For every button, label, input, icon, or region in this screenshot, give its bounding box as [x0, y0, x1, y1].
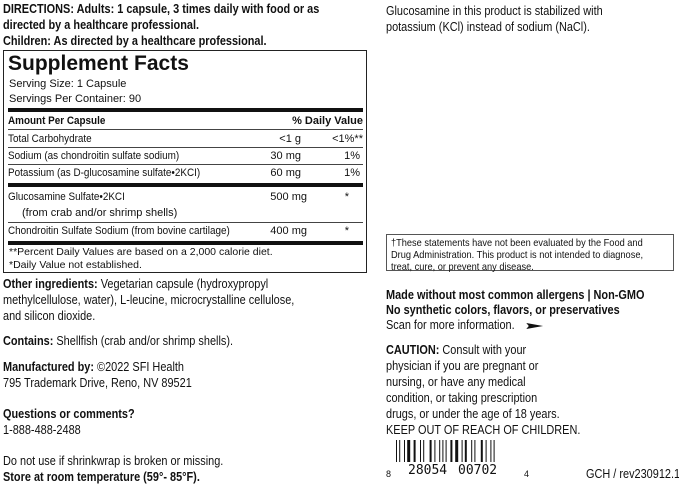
barcode-bar [471, 440, 473, 462]
nutrient-dv: * [344, 225, 349, 237]
barcode-bar [429, 440, 432, 462]
serving-size: Serving Size: 1 Capsule [9, 78, 127, 90]
caution-line-3: nursing, or have any medical [386, 374, 526, 389]
barcode-bar [396, 440, 397, 462]
barcode-bar [399, 440, 401, 462]
nutrient-name: Sodium (as chondroitin sulfate sodium) [8, 150, 180, 162]
nutrient-amount: 30 mg [270, 150, 301, 162]
shrinkwrap-warning: Do not use if shrinkwrap is broken or mi… [3, 453, 224, 468]
scan-text: Scan for more information. [386, 317, 515, 332]
barcode-bar [450, 440, 453, 462]
barcode-bar [493, 440, 495, 462]
other-ingredients-line-3: and silicon dioxide. [3, 308, 96, 323]
fda-line-3: treat, cure, or prevent any disease. [391, 261, 534, 273]
caution-line-4: condition, or taking prescription [386, 390, 538, 405]
questions-label: Questions or comments? [3, 406, 135, 421]
barcode-bar [464, 440, 467, 462]
nutrient-source: (from crab and/or shrimp shells) [22, 207, 178, 219]
barcode-bar [442, 440, 444, 462]
barcode-bar [439, 440, 441, 462]
phone-number: 1-888-488-2488 [3, 422, 81, 437]
barcode-bar [420, 440, 421, 462]
barcode [396, 440, 495, 462]
barcode-bar [461, 440, 463, 462]
barcode-bar [404, 440, 405, 462]
nutrient-amount: 500 mg [270, 191, 307, 203]
barcode-digits-left: 28054 [408, 463, 448, 478]
nutrient-dv: <1%** [332, 133, 363, 145]
contains-label: Contains: [3, 333, 54, 348]
header-dv: % Daily Value [292, 115, 363, 127]
barcode-bar [490, 440, 492, 462]
barcode-digits-right: 00702 [458, 463, 498, 478]
caution-line-2: physician if you are pregnant or [386, 358, 539, 373]
nutrient-dv: 1% [344, 150, 360, 162]
nutrient-amount: 400 mg [270, 225, 307, 237]
barcode-digit-last: 4 [524, 469, 530, 479]
barcode-bar [485, 440, 487, 462]
manufacturer-address: 795 Trademark Drive, Reno, NV 89521 [3, 375, 192, 390]
fda-disclaimer: †These statements have not been evaluate… [386, 234, 674, 273]
caution-text: Consult with your [439, 342, 527, 357]
glucosamine-note-1: Glucosamine in this product is stabilize… [386, 3, 603, 18]
facts-header: Amount Per Capsule % Daily Value [8, 113, 363, 130]
barcode-bar [480, 440, 483, 462]
facts-title: Supplement Facts [8, 52, 189, 75]
table-row: Total Carbohydrate <1 g <1%** [8, 131, 363, 148]
scan-info: Scan for more information. [386, 317, 543, 333]
nutrient-name: Total Carbohydrate [8, 133, 92, 145]
directions-line-2: directed by a healthcare professional. [3, 17, 200, 32]
footnote-percent-dv: **Percent Daily Values are based on a 2,… [9, 246, 273, 258]
other-ingredients-line-2: methylcellulose, water), L-leucine, micr… [3, 292, 295, 307]
divider [8, 183, 363, 187]
contains: Contains: Shellfish (crab and/or shrimp … [3, 333, 233, 349]
storage-instructions: Store at room temperature (59°- 85°F). [3, 469, 200, 484]
glucosamine-note-2: potassium (KCl) instead of sodium (NaCl)… [386, 19, 590, 34]
allergen-claim: Made without most common allergens | Non… [386, 287, 645, 302]
nutrient-amount: 60 mg [270, 167, 301, 179]
barcode-digit-first: 8 [386, 469, 392, 479]
fda-line-2: Drug Administration. This product is not… [391, 249, 644, 261]
nutrient-dv: * [344, 191, 349, 203]
fda-line-1: †These statements have not been evaluate… [391, 237, 643, 249]
barcode-bar [455, 440, 459, 462]
table-row: Sodium (as chondroitin sulfate sodium) 3… [8, 148, 363, 165]
directions-children: Children: As directed by a healthcare pr… [3, 33, 267, 48]
divider [8, 108, 363, 112]
barcode-bar [434, 440, 436, 462]
caution-label: CAUTION: [386, 342, 440, 357]
manufacturer-label: Manufactured by: [3, 359, 95, 374]
other-ingredients-label: Other ingredients: [3, 276, 98, 291]
keep-out-of-reach: KEEP OUT OF REACH OF CHILDREN. [386, 422, 581, 437]
other-ingredients: Other ingredients: Vegetarian capsule (h… [3, 276, 268, 292]
barcode-bar [423, 440, 425, 462]
revision-code: GCH / rev230912.13 [586, 466, 679, 481]
barcode-bar [413, 440, 416, 462]
caution-line-5: drugs, or under the age of 18 years. [386, 406, 560, 421]
nutrient-dv: 1% [344, 167, 360, 179]
manufacturer: Manufactured by: ©2022 SFI Health [3, 359, 184, 375]
arrow-right-icon [526, 322, 543, 329]
manufacturer-name: ©2022 SFI Health [94, 359, 185, 374]
barcode-bar [445, 440, 447, 462]
table-row: Potassium (as D-glucosamine sulfate•2KCI… [8, 165, 363, 181]
table-row: Chondroitin Sulfate Sodium (from bovine … [8, 223, 363, 239]
supplement-facts-panel: Supplement Facts Serving Size: 1 Capsule… [3, 50, 367, 273]
contains-text: Shellfish (crab and/or shrimp shells). [53, 333, 234, 348]
other-ingredients-text: Vegetarian capsule (hydroxypropyl [97, 276, 269, 291]
barcode-bar [474, 440, 476, 462]
servings-per-container: Servings Per Container: 90 [9, 93, 142, 105]
nutrient-name: Chondroitin Sulfate Sodium (from bovine … [8, 225, 230, 237]
nutrient-name: Glucosamine Sulfate•2KCI [8, 191, 125, 203]
footnote-dv-not-established: *Daily Value not established. [9, 259, 142, 271]
table-row: Glucosamine Sulfate•2KCI (from crab and/… [8, 189, 363, 223]
nutrient-amount: <1 g [279, 133, 301, 145]
barcode-bar [407, 440, 411, 462]
nutrient-name: Potassium (as D-glucosamine sulfate•2KCI… [8, 167, 201, 179]
synthetic-claim: No synthetic colors, flavors, or preserv… [386, 302, 620, 317]
divider [8, 241, 363, 245]
header-amount: Amount Per Capsule [8, 115, 106, 127]
caution-line-1: CAUTION: Consult with your [386, 342, 526, 358]
directions-line-1: DIRECTIONS: Adults: 1 capsule, 3 times d… [3, 1, 320, 16]
